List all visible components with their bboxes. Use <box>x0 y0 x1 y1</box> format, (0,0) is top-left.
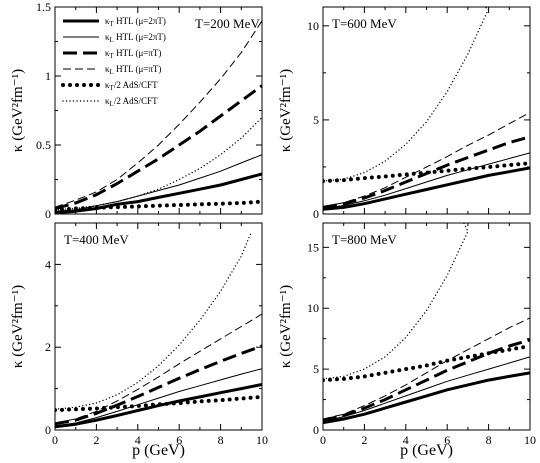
y-tick-label: 4 <box>45 257 51 271</box>
series-line-2 <box>323 356 530 422</box>
x-tick-label: 0 <box>320 433 326 447</box>
legend: κT HTL (μ=2πT) κL HTL (μ=2πT) κT HTL (μ=πT… <box>61 16 166 108</box>
panel-3: 0 2 4 6 8 10 0 2 4 T=400 MeV κ (GeV²fm⁻¹) <box>10 222 268 447</box>
y-axis-label: κ (GeV²fm⁻¹) <box>278 69 294 152</box>
x-tick-label: 8 <box>218 433 224 447</box>
y-tick-label: 5 <box>313 362 319 376</box>
series-group <box>323 7 530 211</box>
x-tick-label: 10 <box>256 433 268 447</box>
x-tick-label: 2 <box>93 433 99 447</box>
y-tick-label: 1.5 <box>36 0 51 14</box>
series-line-6 <box>323 7 490 182</box>
series-line-5 <box>323 161 530 184</box>
x-tick-label: 4 <box>403 433 409 447</box>
panel-title: T=800 MeV <box>332 232 397 247</box>
panel-title: T=400 MeV <box>64 232 129 247</box>
plot-frame <box>322 222 531 431</box>
series-line-3 <box>323 338 530 422</box>
series-line-4 <box>55 20 262 208</box>
x-axis-label: p (GeV) <box>132 442 185 459</box>
series-group <box>323 223 530 425</box>
x-tick-label: 4 <box>135 433 141 447</box>
y-tick-label: 10 <box>307 19 319 33</box>
y-axis-label: κ (GeV²fm⁻¹) <box>278 285 294 368</box>
legend-label: κT HTL (μ=πT) <box>105 48 161 60</box>
legend-label: κT HTL (μ=2πT) <box>105 16 166 28</box>
series-line-4 <box>323 317 530 420</box>
y-tick-label: 15 <box>307 240 319 254</box>
series-line-3 <box>55 344 262 426</box>
y-tick-label: 10 <box>307 301 319 315</box>
series-line-2 <box>323 152 530 209</box>
y-tick-label: 0 <box>45 423 51 437</box>
series-line-4 <box>55 313 262 424</box>
y-axis-label: κ (GeV²fm⁻¹) <box>10 285 26 368</box>
y-tick-label: 0 <box>313 423 319 437</box>
series-line-6 <box>55 230 253 410</box>
plot-frame <box>322 6 531 215</box>
legend-label: κT/2 AdS/CFT <box>105 80 158 92</box>
y-tick-label: 5 <box>313 113 319 127</box>
panel-4: 0 2 4 6 8 10 0 5 10 15 T=800 MeV κ (GeV²fm⁻¹) <box>278 222 536 447</box>
series-line-4 <box>323 111 530 207</box>
series-line-6 <box>323 223 469 380</box>
x-tick-label: 6 <box>176 433 182 447</box>
series-line-6 <box>55 116 262 211</box>
y-tick-label: 0.5 <box>36 138 51 152</box>
y-tick-label: 2 <box>45 340 51 354</box>
series-line-1 <box>323 371 530 425</box>
y-tick-label: 1 <box>45 69 51 83</box>
x-tick-label: 2 <box>361 433 367 447</box>
series-line-5 <box>55 199 262 212</box>
panel-title: T=200 MeV <box>195 16 260 31</box>
legend-label: κL HTL (μ=πT) <box>105 64 161 76</box>
legend-label: κL HTL (μ=2πT) <box>105 32 166 44</box>
x-tick-label: 8 <box>486 433 492 447</box>
y-axis-label: κ (GeV²fm⁻¹) <box>10 69 26 152</box>
series-line-5 <box>55 394 262 413</box>
series-line-5 <box>323 344 530 383</box>
x-axis-label: p (GeV) <box>400 442 453 459</box>
series-group <box>55 230 262 429</box>
series-line-2 <box>55 368 262 427</box>
legend-label: κL/2 AdS/CFT <box>105 96 158 108</box>
x-tick-label: 6 <box>444 433 450 447</box>
x-tick-label: 0 <box>52 433 58 447</box>
series-line-1 <box>323 166 530 211</box>
y-tick-label: 0 <box>45 207 51 221</box>
panel-2: 0 5 10 T=600 MeV κ (GeV²fm⁻¹) <box>278 6 531 221</box>
panel-title: T=600 MeV <box>332 16 397 31</box>
x-tick-label: 10 <box>524 433 536 447</box>
series-group <box>55 20 262 214</box>
y-tick-label: 0 <box>313 207 319 221</box>
panel-1: 0 0.5 1 1.5 T=200 MeV κ (GeV²fm⁻¹) κT HTL (μ=2… <box>10 0 263 221</box>
